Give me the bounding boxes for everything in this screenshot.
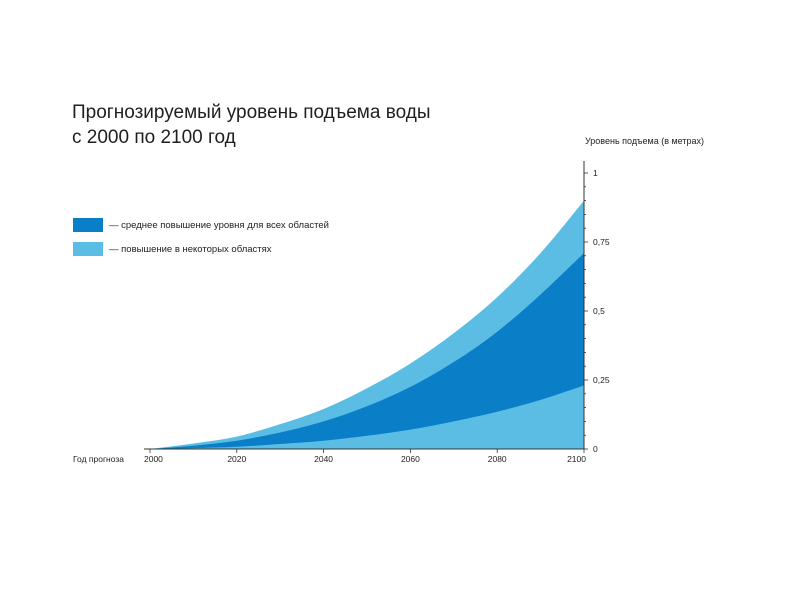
area-series-average (150, 253, 584, 449)
x-tick-label: 2100 (567, 454, 586, 464)
x-axis-title: Год прогноза (73, 454, 124, 464)
legend-item-average: — среднее повышение уровня для всех обла… (73, 217, 329, 233)
x-tick-label: 2040 (314, 454, 333, 464)
y-axis-title: Уровень подъема (в метрах) (585, 136, 704, 146)
legend-label-average: — среднее повышение уровня для всех обла… (109, 219, 329, 231)
legend-swatch-average (73, 218, 103, 232)
x-tick-label: 2060 (401, 454, 420, 464)
y-tick-label: 0 (593, 444, 598, 454)
y-tick-label: 0,5 (593, 306, 605, 316)
area-series-lower (150, 385, 584, 449)
chart-subtitle: с 2000 по 2100 год (72, 127, 236, 148)
y-tick-label: 0,25 (593, 375, 610, 385)
axis-layer: 0 0,25 0,5 0,75 1 2000 2020 2040 2060 2080 2100 Год… (73, 136, 704, 464)
chart-title-block: Прогнозируемый уровень подъема воды с 20… (72, 100, 430, 150)
chart-title: Прогнозируемый уровень подъема воды (72, 102, 431, 123)
x-tick-label: 2080 (488, 454, 507, 464)
x-tick-label: 2000 (144, 454, 163, 464)
legend-label-some-areas: — повышение в некоторых областях (109, 243, 272, 255)
y-tick-label: 1 (593, 168, 598, 178)
legend: — среднее повышение уровня для всех обла… (73, 217, 329, 265)
x-tick-label: 2020 (227, 454, 246, 464)
y-tick-label: 0,75 (593, 237, 610, 247)
legend-item-some-areas: — повышение в некоторых областях (73, 241, 329, 257)
area-layer (150, 200, 584, 449)
legend-swatch-some-areas (73, 242, 103, 256)
